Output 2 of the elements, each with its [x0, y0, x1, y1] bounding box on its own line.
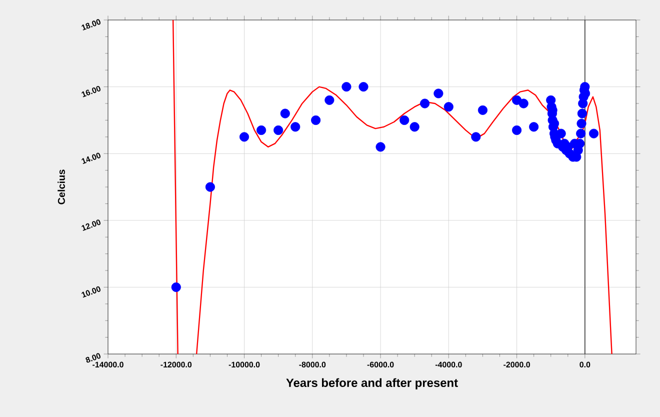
- x-axis-title: Years before and after present: [286, 378, 458, 390]
- y-axis-title: Celcius: [58, 170, 65, 204]
